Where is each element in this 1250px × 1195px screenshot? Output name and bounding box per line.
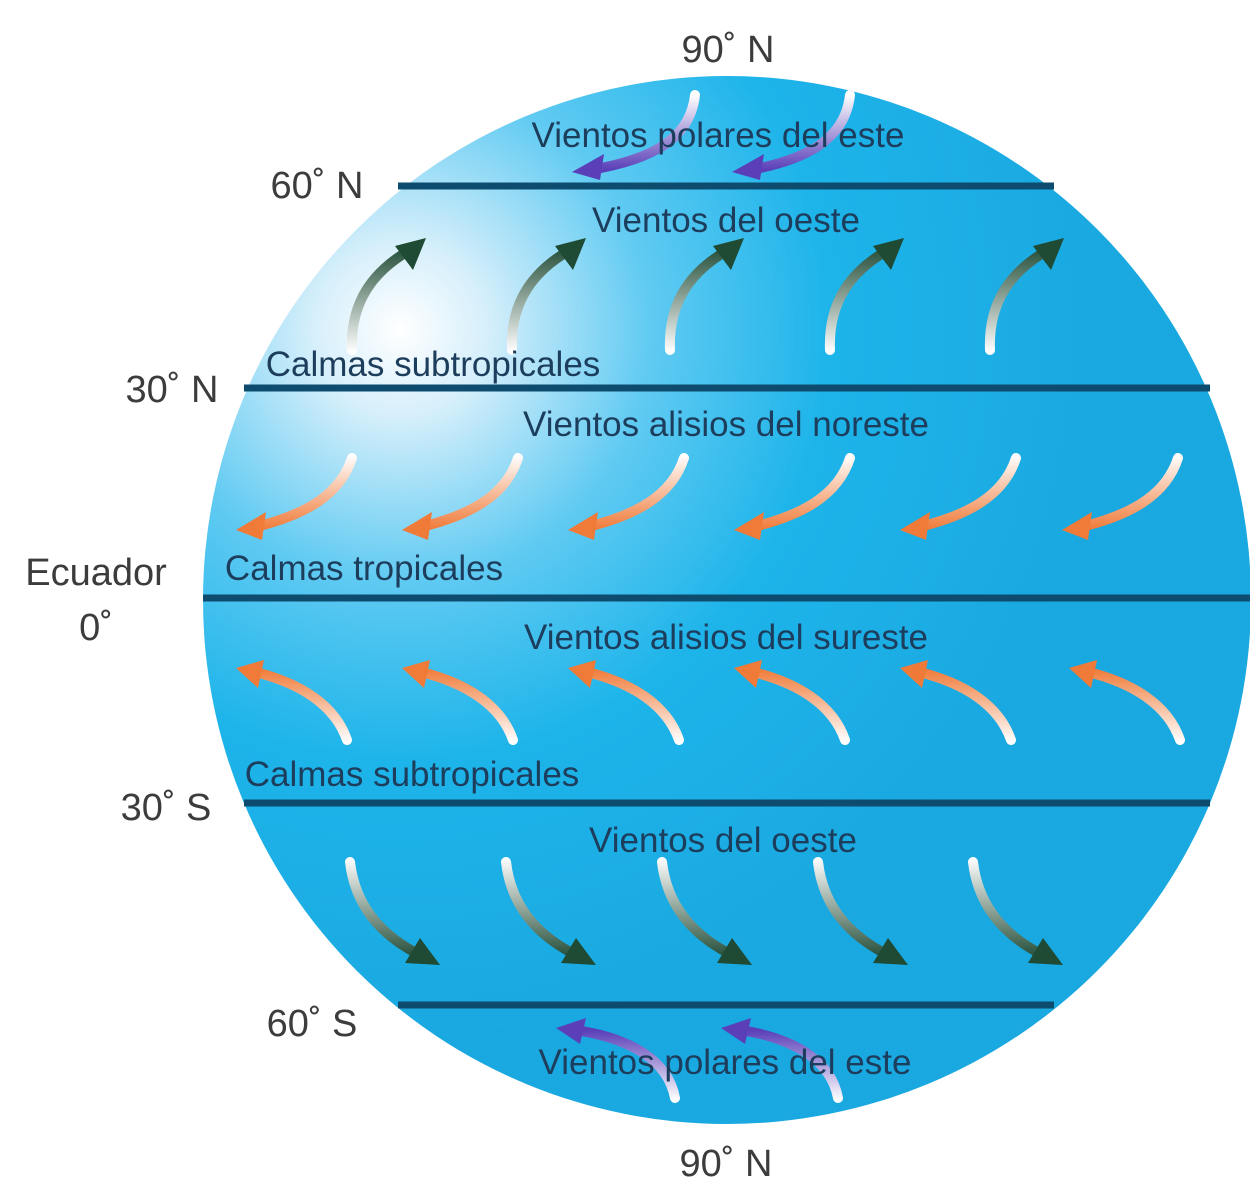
zone-subtropical-calm-north: Calmas subtropicales (266, 345, 601, 384)
wind-arrowhead (395, 238, 426, 270)
zone-labels: Vientos polares del este Vientos del oes… (225, 116, 929, 1082)
wind-arrow (582, 453, 689, 532)
zone-trade-northeast: Vientos alisios del noreste (523, 405, 929, 444)
wind-arrowhead (713, 238, 744, 270)
label-equator-degrees: 0˚ (79, 607, 113, 649)
zone-polar-east-north: Vientos polares del este (532, 116, 905, 155)
label-30s: 30˚ S (121, 787, 212, 829)
wind-arrow (1083, 667, 1185, 745)
wind-arrowhead (734, 512, 764, 540)
wind-arrowhead (721, 1018, 751, 1044)
wind-arrow (748, 453, 855, 532)
wind-arrow (1076, 453, 1183, 532)
wind-arrow (416, 453, 523, 532)
arrows-trade-northeast (236, 453, 1183, 540)
arrows-polar-east-north (572, 90, 855, 180)
wind-arrow (501, 857, 581, 960)
zone-trade-southeast: Vientos alisios del sureste (524, 618, 928, 657)
wind-arrow (585, 90, 700, 175)
arrows-westerlies-north (346, 238, 1064, 355)
wind-arrow (984, 245, 1053, 355)
wind-arrowhead (900, 512, 930, 540)
wind-arrow (416, 667, 518, 745)
wind-arrow (968, 857, 1048, 960)
wind-arrow (582, 667, 684, 745)
wind-arrow (570, 1025, 680, 1103)
wind-arrowhead (873, 238, 904, 270)
label-60s: 60˚ S (267, 1003, 358, 1045)
wind-arrowhead (568, 660, 596, 688)
wind-arrow (346, 245, 415, 355)
zone-polar-east-south: Vientos polares del este (539, 1043, 912, 1082)
arrows-trade-southeast (236, 660, 1185, 745)
label-60n: 60˚ N (271, 165, 364, 207)
arrows-westerlies-south (345, 857, 1063, 965)
wind-arrowhead (572, 154, 604, 180)
wind-arrowhead (1069, 660, 1097, 688)
wind-arrowhead (555, 238, 586, 270)
arrows-polar-east-south (556, 1018, 843, 1103)
wind-arrow (664, 245, 733, 355)
wind-arrowhead (402, 660, 430, 688)
wind-arrow (745, 90, 855, 175)
wind-arrowhead (561, 938, 596, 965)
zone-tropical-calm: Calmas tropicales (225, 549, 503, 588)
wind-arrowhead (568, 512, 598, 540)
wind-arrow (824, 245, 893, 355)
latitude-lines (203, 182, 1250, 1009)
wind-arrow (914, 453, 1021, 532)
wind-arrowhead (236, 512, 266, 540)
wind-arrow (250, 667, 352, 745)
wind-arrowhead (900, 660, 928, 688)
wind-arrowhead (1062, 512, 1092, 540)
zone-westerlies-north: Vientos del oeste (592, 201, 860, 240)
latitude-labels: 90˚ N 60˚ N 30˚ N Ecuador 0˚ 30˚ S 60˚ S… (25, 29, 774, 1185)
wind-arrowhead (1033, 238, 1064, 270)
label-30n: 30˚ N (126, 369, 219, 411)
wind-arrow (735, 1025, 843, 1103)
zone-westerlies-south: Vientos del oeste (589, 821, 857, 860)
wind-arrow (250, 453, 357, 532)
wind-arrowhead (405, 938, 440, 965)
label-90n-top: 90˚ N (682, 29, 775, 71)
wind-arrow (506, 245, 575, 355)
label-equator: Ecuador (25, 552, 167, 594)
wind-arrow (748, 667, 850, 745)
wind-arrowhead (1028, 938, 1063, 965)
wind-arrowhead (556, 1018, 586, 1044)
wind-arrowhead (873, 938, 908, 965)
wind-arrow (345, 857, 425, 960)
wind-arrow (657, 857, 737, 960)
wind-arrowhead (402, 512, 432, 540)
wind-arrowhead (717, 938, 752, 965)
wind-arrow (813, 857, 893, 960)
wind-arrowhead (236, 660, 264, 688)
wind-arrow (914, 667, 1016, 745)
label-90n-bottom: 90˚ N (680, 1143, 773, 1185)
wind-arrowhead (734, 660, 762, 688)
wind-arrowhead (732, 154, 764, 180)
zone-subtropical-calm-south: Calmas subtropicales (245, 755, 580, 794)
